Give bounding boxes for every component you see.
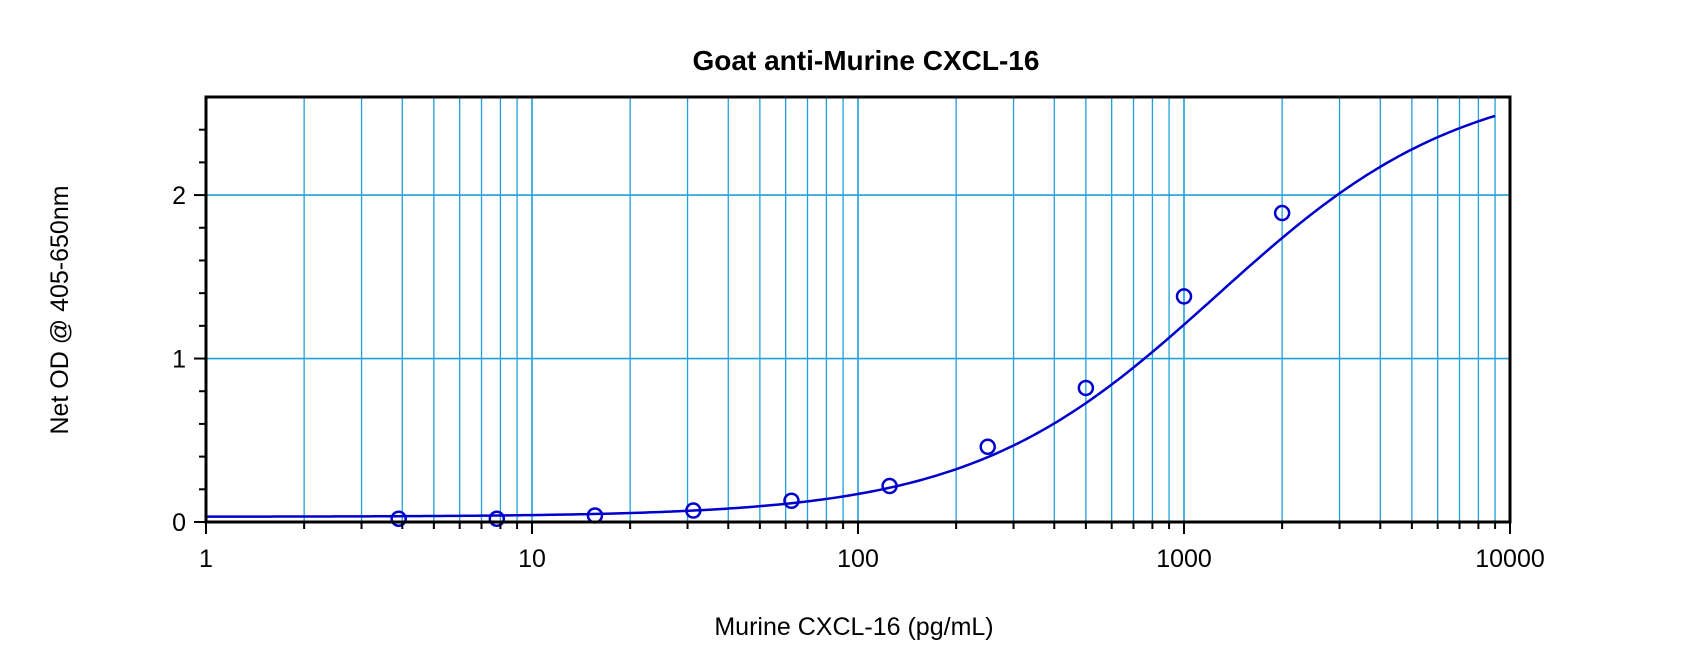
x-tick-label: 1 [199,545,213,573]
y-tick-label: 2 [172,182,186,210]
grid [206,97,1510,522]
data-point [586,507,604,524]
data-point [979,438,996,456]
x-tick-label: 100 [837,545,879,573]
fit-curve [205,114,1496,518]
data-point [685,502,702,519]
data-point [1273,204,1291,222]
y-tick-label: 1 [172,346,186,374]
fit-curve-layer [205,114,1496,518]
y-axis-label: Net OD @ 405-650nm [46,185,74,434]
axis-ticks [194,128,1511,534]
x-tick-label: 10 [518,545,546,573]
data-point [390,510,407,527]
data-point [881,477,898,495]
data-point [783,492,800,509]
data-point [1077,379,1095,397]
x-tick-label: 1000 [1156,545,1212,573]
x-tick-label: 10000 [1475,545,1545,573]
x-axis-label: Murine CXCL-16 (pg/mL) [714,613,993,641]
chart-title: Goat anti-Murine CXCL-16 [693,45,1040,76]
data-point [488,510,506,527]
y-tick-label: 0 [172,509,186,537]
data-point [1175,288,1193,305]
data-points [390,204,1291,527]
